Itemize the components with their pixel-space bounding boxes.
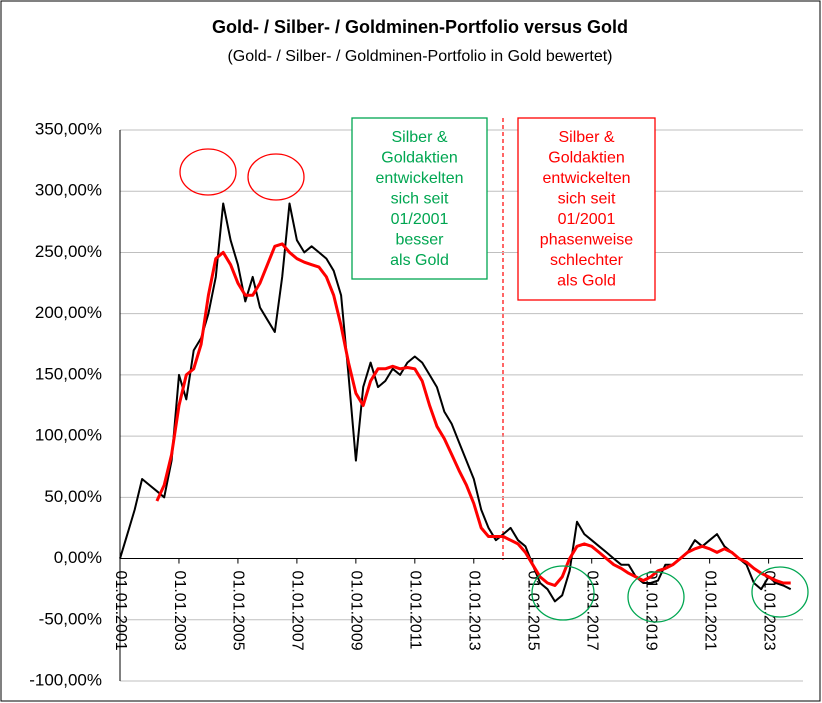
highlight-circle bbox=[531, 565, 595, 621]
y-tick-label: 200,00% bbox=[35, 303, 102, 322]
highlight-circle bbox=[247, 153, 305, 201]
y-tick-label: 100,00% bbox=[35, 426, 102, 445]
x-tick-label: 01.01.2015 bbox=[525, 571, 542, 651]
annotation-text: schlechter bbox=[550, 252, 624, 269]
annotation-text: 01/2001 bbox=[391, 211, 449, 228]
annotation-text: besser bbox=[395, 232, 444, 249]
x-tick-label: 01.01.2013 bbox=[466, 571, 483, 651]
x-tick-label: 01.01.2003 bbox=[171, 571, 188, 651]
y-tick-label: 250,00% bbox=[35, 242, 102, 261]
annotation-text: sich seit bbox=[391, 191, 449, 208]
annotation-text: entwickelten bbox=[542, 170, 630, 187]
annotation-text: Silber & bbox=[558, 129, 614, 146]
annotation-text: als Gold bbox=[390, 252, 449, 269]
x-tick-label: 01.01.2021 bbox=[701, 571, 718, 651]
annotation-box bbox=[351, 117, 488, 280]
y-tick-label: -100,00% bbox=[29, 670, 102, 689]
x-tick-label: 01.01.2009 bbox=[348, 571, 365, 651]
y-tick-label: 0,00% bbox=[54, 548, 102, 567]
annotation-box bbox=[517, 117, 656, 301]
annotation-text: 01/2001 bbox=[558, 211, 616, 228]
y-tick-label: 150,00% bbox=[35, 364, 102, 383]
highlight-circle bbox=[627, 571, 685, 623]
chart-title: Gold- / Silber- / Goldminen-Portfolio ve… bbox=[212, 17, 628, 37]
y-tick-label: 350,00% bbox=[35, 119, 102, 138]
annotation-text: Silber & bbox=[391, 129, 447, 146]
annotation-text: Goldaktien bbox=[381, 150, 458, 167]
chart-subtitle: (Gold- / Silber- / Goldminen-Portfolio i… bbox=[227, 48, 612, 65]
annotation-text: entwickelten bbox=[375, 170, 463, 187]
x-tick-label: 01.01.2011 bbox=[407, 571, 424, 650]
x-tick-label: 01.01.2017 bbox=[583, 571, 600, 651]
annotation-text: sich seit bbox=[558, 191, 616, 208]
x-tick-label: 01.01.2019 bbox=[642, 571, 659, 651]
x-tick-label: 01.01.2001 bbox=[112, 571, 129, 651]
y-tick-label: 300,00% bbox=[35, 181, 102, 200]
highlight-circle bbox=[179, 148, 237, 196]
x-tick-label: 01.01.2005 bbox=[230, 571, 247, 651]
series-line bbox=[155, 242, 791, 587]
x-tick-label: 01.01.2023 bbox=[760, 571, 777, 651]
annotation-text: phasenweise bbox=[540, 232, 634, 249]
highlight-circle bbox=[751, 566, 809, 618]
y-tick-label: 50,00% bbox=[44, 487, 102, 506]
annotation-text: Goldaktien bbox=[548, 150, 625, 167]
y-tick-label: -50,00% bbox=[39, 609, 102, 628]
x-tick-label: 01.01.2007 bbox=[289, 571, 306, 651]
annotation-text: als Gold bbox=[557, 273, 616, 290]
